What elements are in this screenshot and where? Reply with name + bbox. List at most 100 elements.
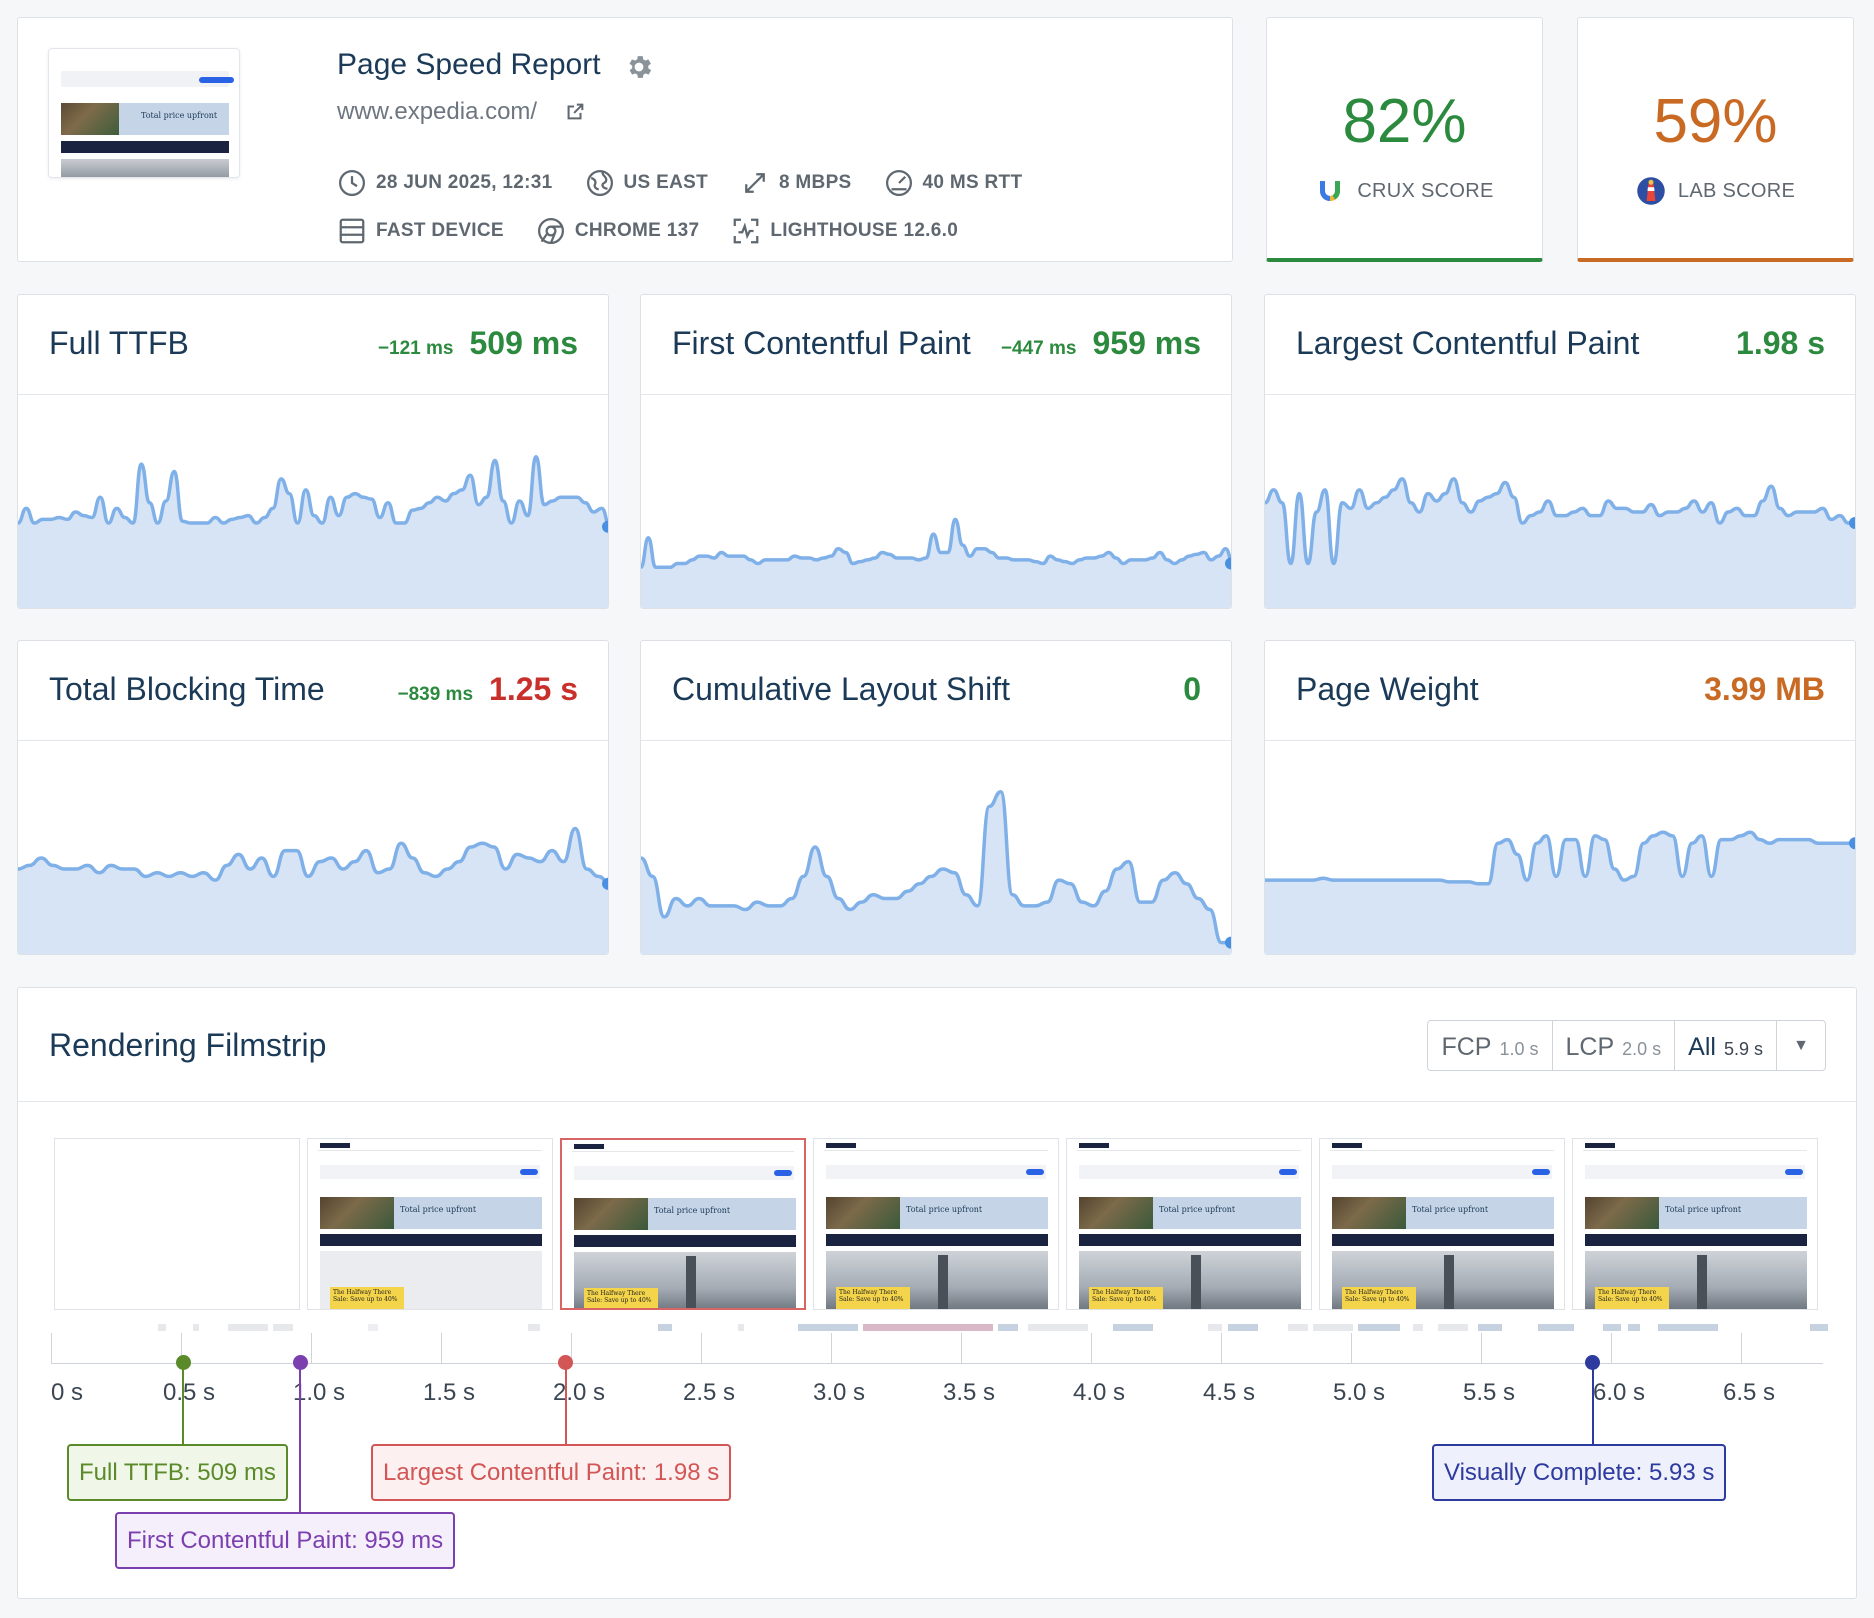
metric-card-fcp[interactable]: First Contentful Paint −447 ms 959 ms [640, 294, 1232, 609]
metric-trend-chart [18, 455, 608, 608]
metric-card-cls[interactable]: Cumulative Layout Shift 0 [640, 640, 1232, 955]
metric-value: 1.98 s [1736, 325, 1825, 361]
metric-value: 3.99 MB [1704, 671, 1825, 707]
frame-caption: Total price upfront [906, 1205, 983, 1214]
frame-caption: Total price upfront [1159, 1205, 1236, 1214]
metric-card-full-ttfb[interactable]: Full TTFB −121 ms 509 ms [17, 294, 609, 609]
filmstrip-frame[interactable]: Total price upfront The Halfway There Sal… [1572, 1138, 1818, 1310]
marker-line [564, 1363, 567, 1444]
trend-line [641, 517, 1231, 569]
marker-line [182, 1363, 185, 1444]
milestone-label[interactable]: Largest Contentful Paint: 1.98 s [371, 1444, 732, 1501]
test-settings-row-2: FAST DEVICE CHROME 137 LIGHTHOUSE 12.6.0 [337, 216, 958, 246]
lab-score-value: 59% [1653, 87, 1778, 156]
crux-score-card[interactable]: 82% CRUX SCORE [1266, 17, 1543, 262]
metric-card-tbt[interactable]: Total Blocking Time −839 ms 1.25 s [17, 640, 609, 955]
caret-down-icon[interactable]: ▼ [1793, 1036, 1809, 1054]
timeline-tick [1741, 1333, 1742, 1363]
metric-header: Full TTFB −121 ms 509 ms [18, 295, 608, 395]
trend-area [641, 791, 1231, 954]
crux-score-value: 82% [1342, 87, 1467, 156]
timeline-tick-label: 5.5 s [1463, 1379, 1516, 1406]
gauge-icon [885, 170, 912, 196]
metric-delta: −121 ms [377, 338, 454, 359]
crux-score-label-row: CRUX SCORE [1267, 176, 1542, 206]
metric-card-lcp[interactable]: Largest Contentful Paint 1.98 s [1264, 294, 1856, 609]
timeline-tick [961, 1333, 962, 1363]
trend-last-point [602, 877, 608, 890]
marker-dot [558, 1355, 574, 1370]
range-option-all[interactable]: All 5.9 s [1675, 1021, 1777, 1070]
metric-trend-chart [641, 790, 1231, 954]
metric-value: 509 ms [469, 325, 578, 361]
request-segment [193, 1324, 199, 1331]
lighthouse-logo-icon [1637, 177, 1665, 205]
timeline-tick [1611, 1333, 1612, 1363]
filmstrip-frame[interactable]: Total price upfront The Halfway There Sal… [1066, 1138, 1312, 1310]
metric-card-page-weight[interactable]: Page Weight 3.99 MB [1264, 640, 1856, 955]
filmstrip-frame[interactable]: Total price upfront The Halfway There Sal… [1319, 1138, 1565, 1310]
globe-icon [586, 170, 613, 196]
page-title: Page Speed Report [337, 48, 601, 81]
frame-promo-banner: The Halfway There Sale: Save up to 40% [584, 1288, 658, 1308]
gear-icon[interactable] [624, 52, 654, 82]
timeline-tick-label: 0.5 s [163, 1379, 216, 1406]
trend-last-point [1225, 936, 1231, 949]
milestone-label[interactable]: Full TTFB: 509 ms [67, 1444, 288, 1501]
trend-area [641, 519, 1231, 608]
device-icon [339, 218, 365, 244]
milestone-label[interactable]: Visually Complete: 5.93 s [1432, 1444, 1727, 1501]
site-url-link[interactable]: www.expedia.com/ [337, 98, 538, 125]
metric-delta: −839 ms [397, 684, 474, 705]
lab-score-card[interactable]: 59% LAB SCORE [1577, 17, 1854, 262]
test-settings-row-1: 28 JUN 2025, 12:31 US EAST 8 MBPS 40 MS … [337, 168, 1022, 198]
request-segment [1028, 1324, 1088, 1331]
trend-last-point [1849, 517, 1855, 530]
metric-header: Cumulative Layout Shift 0 [641, 641, 1231, 741]
trend-area [18, 456, 608, 608]
marker-dot [175, 1355, 191, 1370]
request-segment [1313, 1324, 1353, 1331]
metric-value: 0 [1183, 671, 1201, 707]
request-segment [1438, 1324, 1468, 1331]
request-segment [1603, 1324, 1621, 1331]
external-link-icon[interactable] [564, 101, 586, 123]
milestone-label[interactable]: First Contentful Paint: 959 ms [115, 1512, 456, 1569]
filmstrip-frame[interactable]: Total price upfront The Halfway There Sal… [813, 1138, 1059, 1310]
timeline-tick-label: 1.5 s [423, 1379, 476, 1406]
trend-line [18, 455, 608, 528]
timeline-tick [181, 1333, 182, 1363]
timeline-tick [51, 1333, 52, 1363]
chrome-icon [537, 218, 564, 244]
test-latency: 40 MS RTT [884, 168, 1023, 198]
metric-delta: −447 ms [1000, 338, 1077, 359]
frame-promo-banner: The Halfway There Sale: Save up to 40% [330, 1287, 404, 1309]
report-header-card: Total price upfront Page Speed Report ww… [17, 17, 1233, 262]
request-segment [1538, 1324, 1574, 1331]
lab-score-label-row: LAB SCORE [1578, 176, 1853, 206]
timeline-tick-label: 5.0 s [1333, 1379, 1386, 1406]
metric-header: Page Weight 3.99 MB [1265, 641, 1855, 741]
request-segment [798, 1324, 858, 1331]
request-segment [368, 1324, 378, 1331]
filmstrip-frame[interactable]: Total price upfront The Halfway There Sal… [560, 1138, 806, 1310]
timeline-tick-label: 2.0 s [553, 1379, 606, 1406]
trend-area [18, 828, 608, 954]
filmstrip-frame[interactable] [54, 1138, 300, 1310]
metric-trend-chart [1265, 477, 1855, 608]
filmstrip-title: Rendering Filmstrip [49, 1027, 327, 1063]
request-segment [1628, 1324, 1640, 1331]
crux-logo-icon [1320, 181, 1341, 201]
trend-last-point [602, 520, 608, 533]
filmstrip-frame[interactable]: Total price upfront The Halfway There Sal… [307, 1138, 553, 1310]
range-option-lcp[interactable]: LCP 2.0 s [1553, 1021, 1676, 1070]
range-option-fcp[interactable]: FCP 1.0 s [1428, 1021, 1553, 1070]
frame-promo-banner: The Halfway There Sale: Save up to 40% [1089, 1287, 1163, 1309]
clock-icon [339, 170, 365, 196]
timeline-tick-label: 0 s [51, 1379, 84, 1406]
timeline-tick [1091, 1333, 1092, 1363]
metric-trend-chart [18, 826, 608, 954]
page-screenshot-thumbnail[interactable]: Total price upfront [48, 48, 240, 178]
frame-promo-banner: The Halfway There Sale: Save up to 40% [1595, 1287, 1669, 1309]
timeline-tick [831, 1333, 832, 1363]
